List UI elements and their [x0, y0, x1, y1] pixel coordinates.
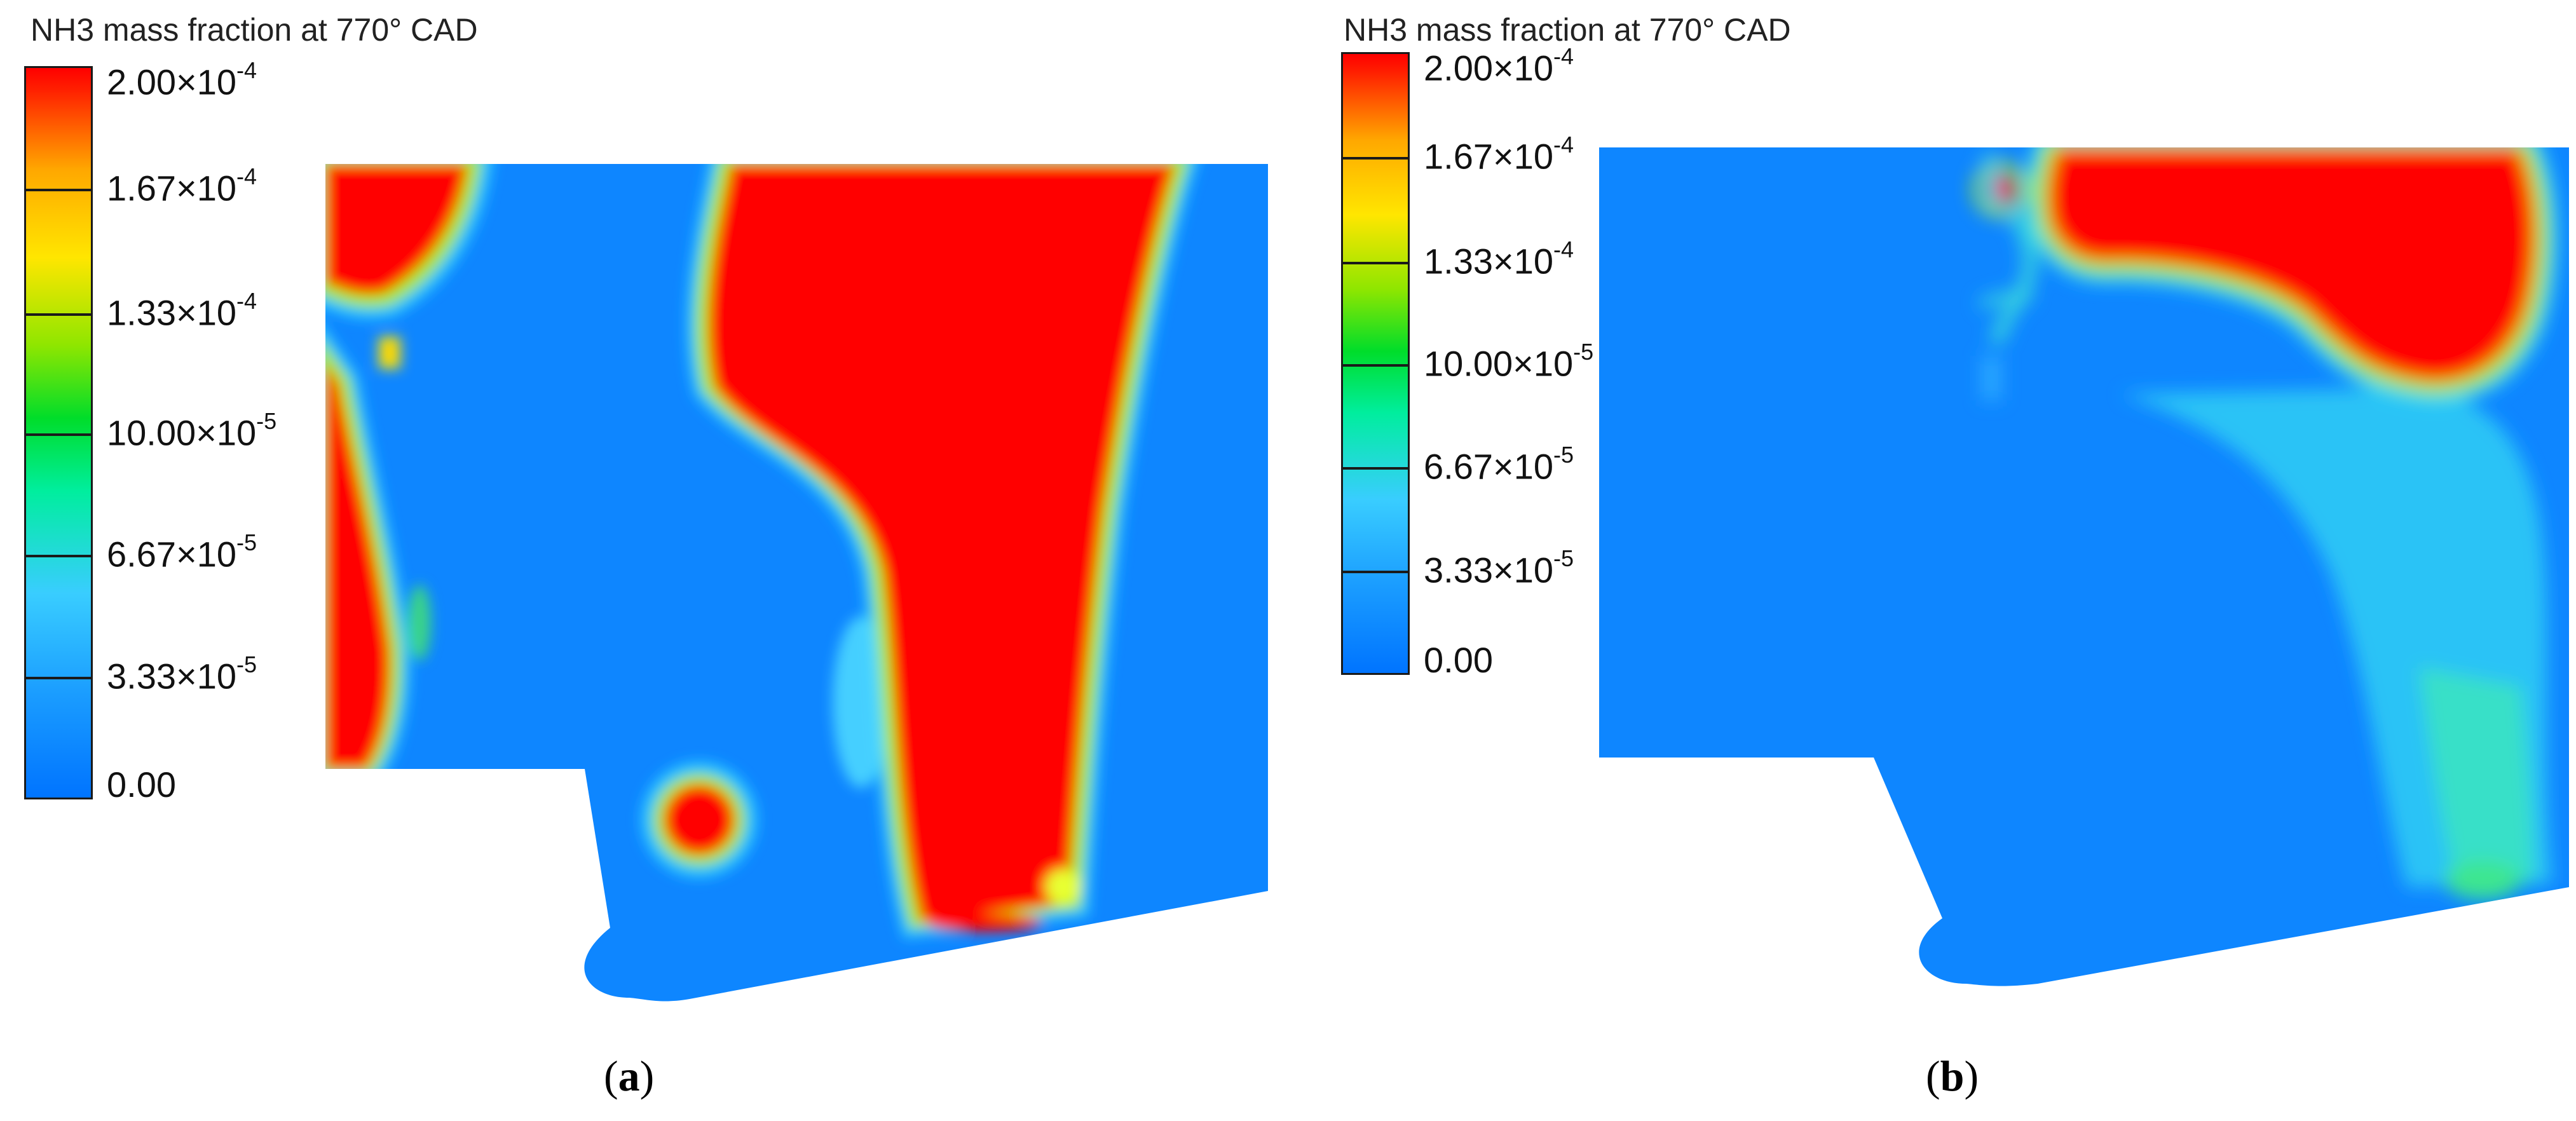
colorbar-tick-line [1343, 262, 1408, 265]
colorbar-tick-line [26, 433, 91, 436]
colorbar-tick-label: 1.67×10-4 [1424, 131, 1574, 177]
colorbar-tick-line [26, 313, 91, 316]
colorbar-tick-label: 1.33×10-4 [1424, 236, 1574, 282]
colorbar-tick-label: 3.33×10-5 [107, 651, 257, 696]
panel-label-b: (b) [1926, 1052, 1979, 1100]
colorbar-tick-label: 1.33×10-4 [107, 287, 257, 333]
colorbar-tick-label: 6.67×10-5 [107, 529, 257, 574]
colorbar-tick-line [26, 189, 91, 192]
panel-label-a: (a) [604, 1052, 655, 1100]
colorbar-tick-label: 10.00×10-5 [1424, 339, 1594, 384]
colorbar-title-b: NH3 mass fraction at 770° CAD [1344, 12, 1791, 48]
colorbar-tick-line [1343, 364, 1408, 367]
colorbar-tick-label: 2.00×10-4 [1424, 43, 1574, 88]
nh3-field-b [1599, 147, 2569, 986]
colorbar-tick-line [1343, 156, 1408, 160]
colorbar-tick-label: 10.00×10-5 [107, 408, 277, 453]
colorbar-tick-label: 2.00×10-4 [107, 57, 257, 102]
panel-b: NH3 mass fraction at 770° CAD 2.00×10-4 1… [1288, 0, 2575, 1121]
colorbar-tick-line [26, 676, 91, 679]
colorbar-tick-line [26, 555, 91, 558]
colorbar-tick-line [1343, 570, 1408, 573]
colorbar-a [24, 66, 93, 799]
colorbar-title-a: NH3 mass fraction at 770° CAD [31, 12, 478, 48]
colorbar-tick-label: 0.00 [1424, 640, 1493, 680]
colorbar-tick-label: 0.00 [107, 764, 176, 805]
colorbar-b [1341, 52, 1410, 675]
colorbar-tick-label: 6.67×10-5 [1424, 442, 1574, 487]
colorbar-tick-label: 3.33×10-5 [1424, 545, 1574, 590]
panel-a: NH3 mass fraction at 770° CAD 2.00×10-4 1… [24, 12, 1268, 1100]
colorbar-tick-line [1343, 467, 1408, 470]
nh3-field-a [325, 164, 1268, 1002]
colorbar-tick-label: 1.67×10-4 [107, 163, 257, 209]
